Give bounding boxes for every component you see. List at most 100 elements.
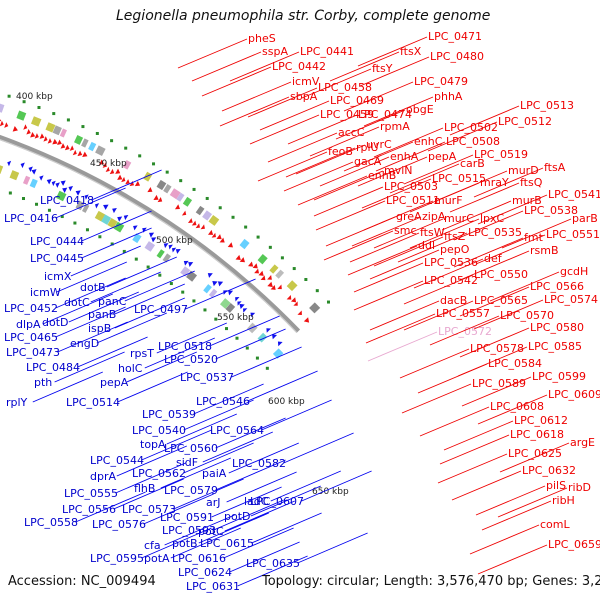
gene-label-ftsq: ftsQ [520, 176, 543, 189]
tick-mark [146, 265, 150, 269]
feature-band [132, 233, 142, 244]
scale-label: 400 kbp [16, 92, 53, 102]
tick-mark [81, 125, 85, 129]
leader-line-ddl [347, 245, 418, 276]
scale-label: 500 kbp [156, 236, 193, 246]
leader-line-ispb [114, 297, 185, 329]
genome-backbone [0, 134, 301, 333]
reverse-gene-arrow [217, 281, 224, 287]
leader-line-rplu [285, 147, 356, 178]
leader-line-lpc-0465 [55, 306, 126, 338]
gene-label-lpc-0556: LPC_0556 [62, 503, 116, 516]
feature-band [203, 284, 212, 294]
gene-label-grea: greA [396, 210, 422, 223]
gene-label-lpc-0612: LPC_0612 [514, 414, 568, 427]
gene-label-lpc-0565: LPC_0565 [474, 294, 528, 307]
gene-label-lpc-0595: LPC_0595 [90, 552, 144, 565]
gene-label-arj: arJ [206, 496, 221, 509]
leader-line-lpc-0572 [367, 331, 438, 362]
leader-line-mvin [313, 170, 384, 201]
leader-line-icmw [56, 261, 127, 293]
leader-line-lpc-0512 [427, 121, 498, 152]
feature-band [16, 110, 27, 121]
feature-band [163, 184, 172, 194]
gene-label-fmt: fmt [524, 231, 544, 244]
leader-line-lpc-0518 [209, 315, 280, 347]
leader-line-pth [54, 351, 125, 383]
gene-label-lpc-0442: LPC_0442 [272, 60, 326, 73]
gene-label-lpc-0441: LPC_0441 [300, 45, 354, 58]
tick-mark [22, 100, 26, 104]
leader-line-lpc-0459 [249, 114, 320, 145]
leader-line-uvrc [295, 144, 366, 175]
forward-gene-arrow [77, 150, 83, 157]
leader-line-phes [177, 38, 248, 69]
forward-gene-arrow [207, 229, 214, 235]
gene-label-lpc-0546: LPC_0546 [196, 395, 250, 408]
leader-line-lpc-0618 [439, 434, 510, 465]
gene-label-obge: obgE [406, 103, 434, 116]
gene-label-cfa: cfa [144, 539, 161, 552]
forward-gene-arrow [258, 270, 264, 276]
feature-band [156, 249, 165, 259]
gene-label-lpc-0542: LPC_0542 [424, 274, 478, 287]
leader-line-lpc-0609 [477, 394, 548, 425]
reverse-gene-arrow [272, 334, 278, 340]
tick-mark [165, 170, 169, 174]
leader-line-phha [363, 96, 434, 127]
tick-mark [124, 146, 128, 150]
gene-label-lpc-0541: LPC_0541 [548, 188, 600, 201]
leader-line-ftsw [349, 232, 420, 263]
forward-gene-arrow [211, 232, 216, 238]
leader-line-lpc-0469 [259, 100, 330, 131]
tick-mark [265, 366, 269, 370]
leader-line-lpc-0442 [201, 66, 272, 97]
gene-label-lpc-0452: LPC_0452 [4, 302, 58, 315]
gene-label-ispb: ispB [88, 322, 111, 335]
forward-gene-arrow [4, 122, 9, 128]
gene-label-panb: panB [88, 308, 116, 321]
tick-mark [37, 105, 41, 109]
forward-gene-arrow [277, 284, 282, 290]
feature-band [0, 103, 5, 113]
gene-label-sbpa: sbpA [290, 90, 318, 103]
forward-gene-arrow [0, 120, 4, 127]
tick-mark [256, 235, 260, 239]
gene-label-icmv: icmV [292, 75, 320, 88]
leader-line-lpc-0558 [75, 491, 146, 523]
leader-line-lpc-0591 [211, 486, 282, 518]
feature-band [176, 192, 185, 202]
leader-line-lpc-0585 [457, 346, 528, 377]
reverse-gene-arrow [84, 194, 89, 200]
gene-label-lpc-0616: LPC_0616 [172, 552, 226, 565]
forward-gene-arrow [174, 204, 180, 210]
leader-line-lpc-0540 [183, 399, 254, 431]
gene-label-holc: holC [118, 362, 143, 375]
forward-gene-arrow [200, 224, 205, 230]
leader-line-coml [469, 524, 540, 555]
reverse-gene-arrow [168, 244, 173, 250]
gene-label-icmw: icmW [30, 286, 61, 299]
gene-label-lpc-0555: LPC_0555 [64, 487, 118, 500]
leader-line-murb [441, 200, 512, 231]
feature-band [195, 205, 205, 216]
gene-label-rpma: rpmA [380, 120, 410, 133]
forward-gene-arrow [0, 119, 2, 122]
gene-label-sidf: sidF [176, 456, 198, 469]
reverse-gene-arrow [95, 203, 100, 209]
leader-line-lpxc [409, 218, 480, 249]
reverse-gene-arrow [175, 249, 181, 254]
gene-label-lpc-0599: LPC_0599 [532, 370, 586, 383]
forward-gene-arrow [267, 281, 273, 288]
forward-gene-arrow [57, 139, 62, 146]
forward-gene-arrow [60, 143, 66, 149]
tick-mark [255, 356, 259, 360]
feature-band [107, 218, 118, 229]
leader-line-lpc-0562 [183, 442, 254, 474]
leader-line-panb [114, 283, 185, 315]
tick-mark [110, 242, 114, 246]
gene-label-lpc-0515: LPC_0515 [432, 172, 486, 185]
feature-band [272, 348, 284, 359]
gene-label-carb: carB [460, 157, 485, 170]
gene-label-lpc-0584: LPC_0584 [488, 357, 542, 370]
